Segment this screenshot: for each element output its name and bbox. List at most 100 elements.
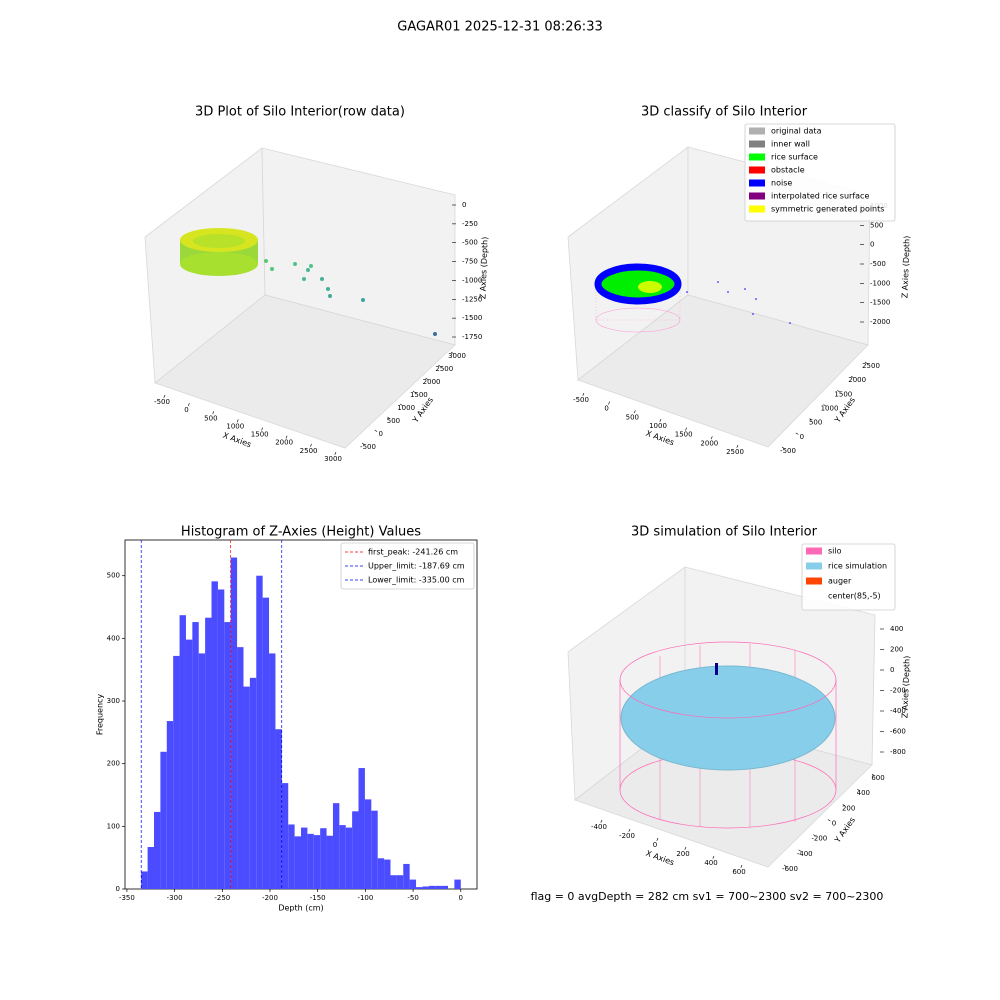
tick-mark (628, 828, 631, 832)
tick-mark (582, 392, 585, 396)
legend-label: symmetric generated points (771, 205, 884, 214)
bar (262, 597, 270, 889)
legend-label: interpolated rice surface (771, 192, 869, 201)
tick-mark (710, 436, 713, 440)
bar (307, 833, 314, 889)
tick-mark (823, 404, 827, 407)
tick-mark (659, 418, 662, 422)
bar (428, 885, 436, 889)
z-tick-label: -1750 (462, 333, 482, 341)
bar (211, 581, 218, 889)
z-tick-label: 0 (462, 201, 466, 209)
x-tick-label: -300 (167, 894, 183, 902)
bar (435, 885, 442, 889)
z-tick-label: -400 (890, 707, 906, 715)
bar (205, 617, 212, 889)
legend-label: rice surface (771, 153, 818, 162)
bar (160, 751, 167, 889)
x-tick-label: 1500 (251, 431, 269, 439)
bar (153, 811, 161, 889)
bar (384, 859, 391, 889)
legend-swatch (749, 153, 765, 161)
y-tick-label: 0 (378, 430, 382, 438)
y-tick-label: -600 (782, 865, 798, 873)
z-tick-label: -1250 (462, 295, 482, 303)
x-axis-label: X Axies (222, 431, 253, 450)
x-tick-label: -400 (591, 823, 607, 831)
z-tick-label: -2000 (870, 318, 890, 326)
tick-mark (608, 401, 610, 405)
y-tick-label: 2500 (862, 362, 880, 370)
tick-mark (438, 364, 441, 367)
x-tick-label: 2000 (700, 439, 718, 447)
bar (396, 875, 404, 889)
x-tick-label: -500 (154, 398, 170, 406)
bar (332, 803, 340, 889)
z-axis-label: Z Axies (Depth) (900, 236, 911, 299)
z-tick-label: -1000 (462, 276, 482, 284)
chart-title: Histogram of Z-Axies (Height) Values (181, 525, 421, 540)
y-tick-label: 2500 (435, 365, 453, 373)
z-tick-label: 500 (870, 221, 883, 229)
y-tick-label: 1000 (397, 404, 415, 412)
tick-mark (310, 443, 312, 447)
z-tick-label: -200 (890, 687, 906, 695)
panes-1 (144, 147, 456, 449)
tick-mark (813, 834, 816, 837)
tick-mark (827, 819, 831, 822)
bar (313, 835, 321, 889)
bar (454, 879, 461, 889)
bar (243, 686, 250, 889)
x-tick-label: -200 (619, 832, 635, 840)
legend-swatch (749, 140, 765, 148)
x-tick-label: 2500 (726, 448, 744, 456)
x-tick-label: -50 (407, 894, 418, 902)
tick-mark (857, 788, 860, 792)
z-tick-label: -1000 (870, 279, 890, 287)
tick-mark (187, 403, 190, 407)
y-tick-label: 500 (387, 417, 400, 425)
tick-mark (361, 442, 365, 445)
bar (147, 847, 154, 889)
legend-box (340, 542, 475, 590)
x-tick-label: 0 (653, 841, 657, 849)
y-tick-label: -200 (811, 835, 827, 843)
bar (320, 828, 327, 889)
legend-label: Lower_limit: -335.00 cm (368, 576, 465, 585)
legend-label: inner wall (771, 140, 810, 149)
y-tick-label: 200 (107, 760, 120, 768)
bar (275, 729, 282, 889)
x-tick-label: 500 (626, 413, 639, 421)
y-tick-label: 400 (107, 634, 120, 642)
y-tick-label: -500 (360, 443, 376, 451)
legend-label: Upper_limit: -187.69 cm (368, 562, 465, 571)
z-tick-label: 200 (890, 646, 903, 654)
bar (371, 810, 378, 889)
bar (198, 653, 206, 889)
x-tick-label: 0 (459, 894, 463, 902)
bar (358, 768, 365, 889)
bar (403, 863, 410, 889)
y-tick-label: 500 (107, 572, 120, 580)
tick-mark (374, 429, 378, 432)
legend-swatch (749, 127, 765, 135)
x-tick-label: 1500 (675, 431, 693, 439)
x-tick-label: -200 (262, 894, 278, 902)
bar (179, 615, 186, 889)
y-tick-label: 1000 (821, 405, 839, 413)
x-tick-label: 1000 (226, 422, 244, 430)
z-tick-label: 0 (890, 666, 894, 674)
y-tick-label: 1500 (410, 391, 428, 399)
legend-swatch (806, 592, 822, 600)
tick-mark (740, 864, 743, 868)
bar (352, 811, 359, 889)
z-axis-label: Z Axies (Depth) (900, 656, 911, 719)
x-tick-label: 0 (184, 406, 188, 414)
tick-mark (387, 416, 390, 419)
y-tick-label: 600 (871, 774, 884, 782)
tick-mark (633, 410, 636, 414)
y-tick-label: -500 (780, 447, 796, 455)
bar (288, 824, 295, 889)
legend-label: silo (828, 547, 842, 556)
